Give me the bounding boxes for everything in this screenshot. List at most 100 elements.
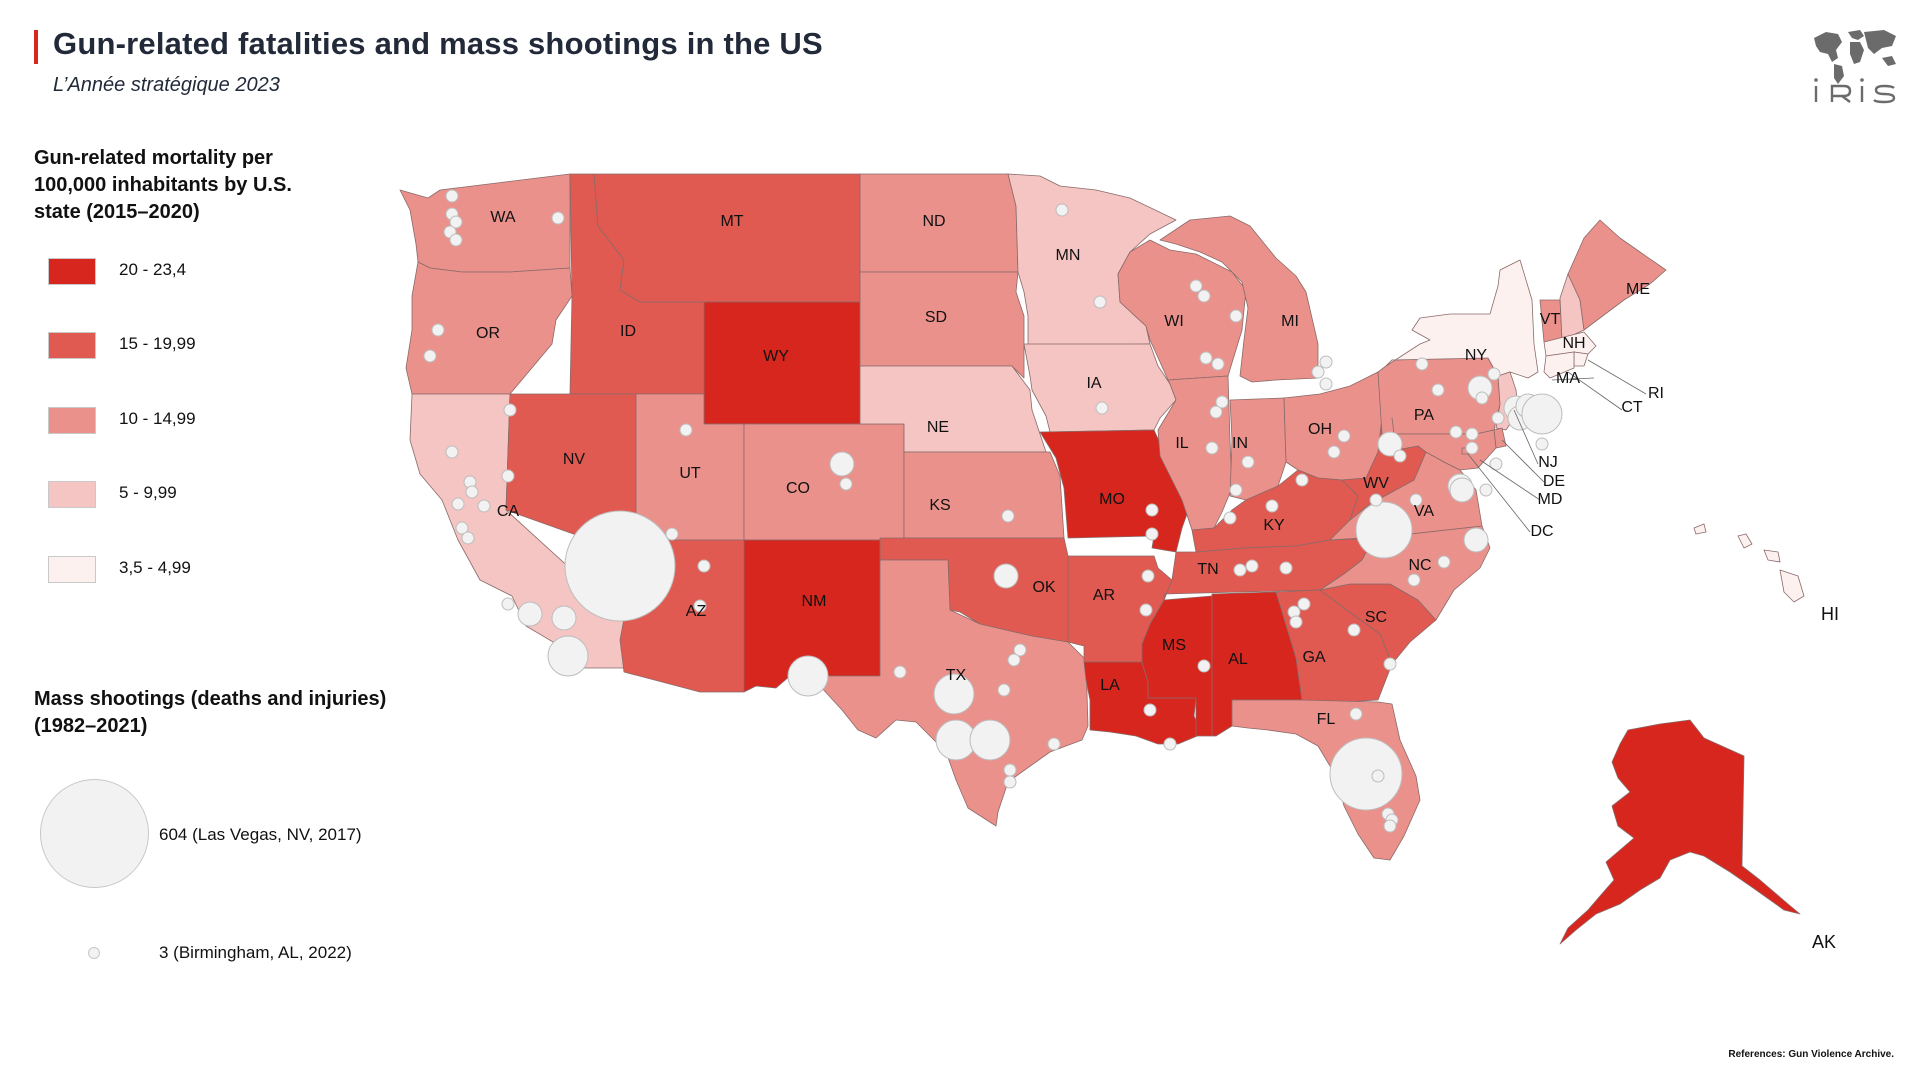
shooting-bubble xyxy=(1369,493,1383,507)
shootings-legend-title: Mass shootings (deaths and injuries) (19… xyxy=(34,688,387,737)
state-label-ne: NE xyxy=(927,419,949,436)
state-label-pa: PA xyxy=(1414,407,1434,424)
legend-swatch-class-5 xyxy=(48,556,96,583)
shooting-bubble xyxy=(1479,483,1493,497)
state-label-wv: WV xyxy=(1363,475,1389,492)
shooting-bubble xyxy=(993,563,1019,589)
state-label-ct: CT xyxy=(1621,399,1643,416)
state-ia xyxy=(1023,343,1177,433)
shooting-bubble xyxy=(1215,395,1229,409)
page-subtitle: L’Année stratégique 2023 xyxy=(53,74,280,96)
legend-label-class-4: 5 - 9,99 xyxy=(119,483,177,502)
shooting-bubble xyxy=(1319,377,1333,391)
shooting-bubble xyxy=(1143,703,1157,717)
state-label-wa: WA xyxy=(490,209,516,226)
leader-line-de xyxy=(1501,439,1545,483)
state-label-ma: MA xyxy=(1556,370,1580,387)
shooting-bubble xyxy=(1295,473,1309,487)
shooting-bubble xyxy=(431,323,445,337)
shooting-bubble xyxy=(1003,775,1017,789)
state-ak xyxy=(1559,719,1801,945)
state-label-me: ME xyxy=(1626,281,1650,298)
shooting-bubble xyxy=(1145,503,1159,517)
shooting-bubble xyxy=(1409,493,1423,507)
shooting-bubble xyxy=(1349,707,1363,721)
shooting-bubble xyxy=(1487,367,1501,381)
shooting-bubble xyxy=(1449,477,1475,503)
shooting-bubble xyxy=(787,655,829,697)
state-mt xyxy=(593,173,861,303)
state-label-al: AL xyxy=(1228,651,1248,668)
shooting-bubble xyxy=(1013,643,1027,657)
leader-line-dc xyxy=(1467,453,1531,533)
shooting-bubble xyxy=(1233,563,1247,577)
shooting-bubble xyxy=(1289,615,1303,629)
shooting-bubble xyxy=(477,499,491,513)
leader-line-md xyxy=(1479,459,1541,501)
shooting-bubble xyxy=(1311,365,1325,379)
shooting-bubble xyxy=(1001,509,1015,523)
shooting-bubble xyxy=(693,599,707,613)
legend-label-class-5: 3,5 - 4,99 xyxy=(119,558,191,577)
state-label-vt: VT xyxy=(1540,311,1561,328)
state-label-ok: OK xyxy=(1032,579,1055,596)
legend-label-class-1: 20 - 23,4 xyxy=(119,260,187,279)
state-label-nc: NC xyxy=(1408,557,1431,574)
leader-line-nj xyxy=(1513,409,1539,465)
shooting-bubble xyxy=(445,445,459,459)
legend-bubble-min xyxy=(88,947,100,959)
legend-bubble-min-label: 3 (Birmingham, AL, 2022) xyxy=(159,943,352,962)
leader-line-ma xyxy=(1551,377,1595,381)
state-ri xyxy=(1573,351,1589,367)
shooting-bubble xyxy=(1489,457,1503,471)
state-label-ga: GA xyxy=(1302,649,1325,666)
legend-label-class-3: 10 - 14,99 xyxy=(119,409,196,428)
state-label-va: VA xyxy=(1414,503,1434,520)
state-label-hi: HI xyxy=(1821,604,1839,624)
legend-swatch-class-1 xyxy=(48,258,96,285)
shooting-bubble xyxy=(665,527,679,541)
shooting-bubble xyxy=(1329,737,1403,811)
shooting-bubble xyxy=(1393,449,1407,463)
shooting-bubble xyxy=(564,510,676,622)
shooting-bubble xyxy=(1209,405,1223,419)
state-label-tn: TN xyxy=(1197,561,1218,578)
legend-swatch-class-4 xyxy=(48,481,96,508)
shooting-bubble xyxy=(1465,441,1479,455)
shooting-bubble xyxy=(1337,429,1351,443)
state-label-de: DE xyxy=(1543,473,1565,490)
references-note: References: Gun Violence Archive. xyxy=(1728,1049,1894,1060)
page-title: Gun-related fatalities and mass shooting… xyxy=(53,26,823,61)
shooting-bubble xyxy=(1475,391,1489,405)
state-oh xyxy=(1283,371,1383,481)
state-label-ia: IA xyxy=(1086,375,1101,392)
legend-label-class-2: 15 - 19,99 xyxy=(119,334,196,353)
shooting-bubble xyxy=(829,451,855,477)
shooting-bubble xyxy=(1189,279,1203,293)
shooting-bubble xyxy=(1163,737,1177,751)
shooting-bubble xyxy=(501,597,515,611)
logo-text xyxy=(1814,78,1896,104)
state-label-wy: WY xyxy=(763,348,789,365)
shooting-bubble xyxy=(1223,511,1237,525)
state-ct xyxy=(1543,351,1575,379)
world-map-icon xyxy=(1814,30,1896,84)
state-label-ut: UT xyxy=(679,465,701,482)
state-label-nj: NJ xyxy=(1538,454,1558,471)
shooting-bubble xyxy=(1377,431,1403,457)
shooting-bubble xyxy=(551,605,577,631)
shooting-bubble xyxy=(1407,573,1421,587)
state-label-ky: KY xyxy=(1263,517,1285,534)
state-label-wi: WI xyxy=(1164,313,1184,330)
state-label-dc: DC xyxy=(1530,523,1553,540)
state-label-id: ID xyxy=(620,323,636,340)
shooting-bubble xyxy=(1197,659,1211,673)
shooting-bubble xyxy=(1245,559,1259,573)
iris-logo xyxy=(1814,30,1896,104)
shooting-bubble xyxy=(1229,309,1243,323)
shooting-bubble xyxy=(1319,355,1333,369)
shooting-bubble xyxy=(1327,445,1341,459)
shooting-bubble xyxy=(455,521,469,535)
shooting-bubble xyxy=(1491,411,1505,425)
